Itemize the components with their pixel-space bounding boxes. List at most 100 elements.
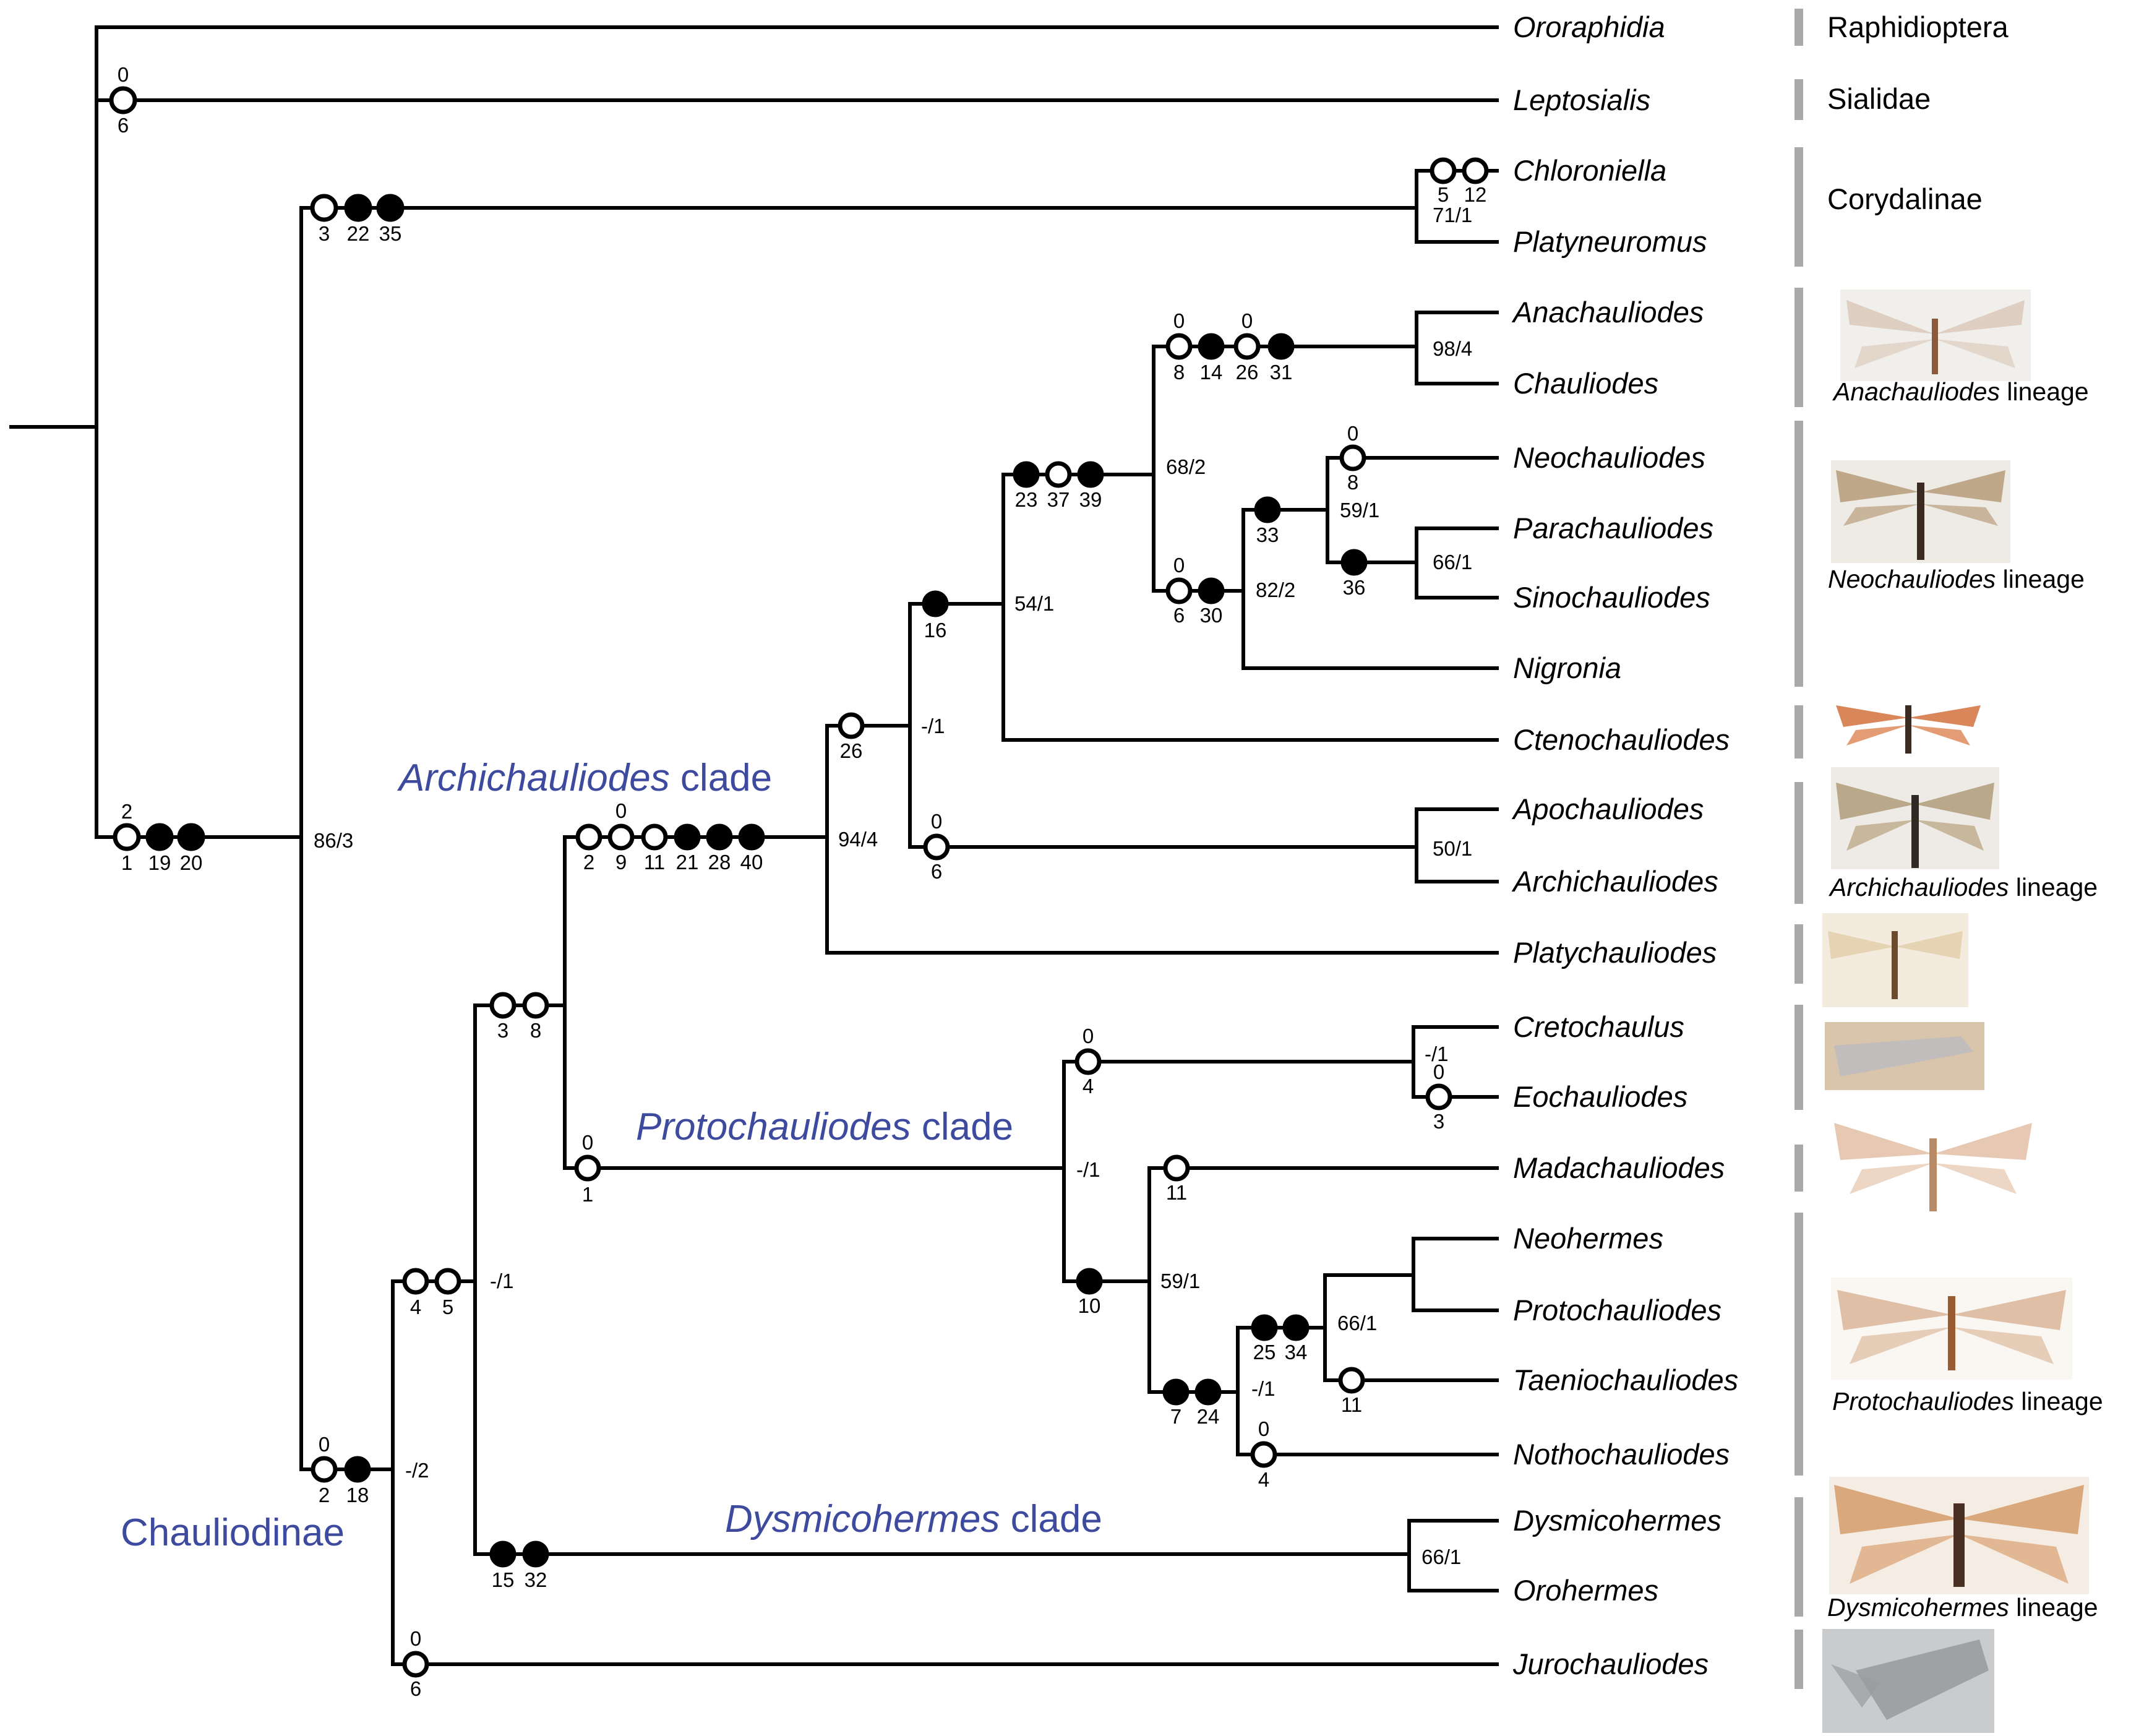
- clade-label-dysmicohermes: Dysmicohermes clade: [725, 1498, 1102, 1540]
- char-label: 25: [1253, 1341, 1276, 1364]
- support-label: 50/1: [1433, 837, 1472, 860]
- char-marker-open: [575, 823, 602, 851]
- lineage-label-dysmicohermes: Dysmicohermes lineage: [1827, 1593, 2098, 1622]
- specimen-photo-protochauliodes: [1831, 1278, 2072, 1380]
- char-marker-filled: [344, 1456, 371, 1483]
- state-label: 0: [1241, 309, 1253, 332]
- tree-branches: [9, 25, 1499, 1666]
- taxon-label: Nothochauliodes: [1513, 1438, 1730, 1471]
- group-bar: [1794, 1145, 1803, 1192]
- char-marker-open: [434, 1268, 461, 1295]
- clade-label-protochauliodes: Protochauliodes clade: [636, 1106, 1013, 1148]
- char-marker-open: [923, 833, 950, 861]
- char-marker-open: [1425, 1083, 1452, 1111]
- char-label: 4: [1083, 1075, 1094, 1098]
- specimen-photos: [1822, 290, 2089, 1733]
- taxon-label: Protochauliodes: [1513, 1294, 1722, 1326]
- group-bars: [1794, 9, 1803, 1689]
- char-marker-filled: [1076, 1268, 1103, 1295]
- support-label: 66/1: [1421, 1545, 1461, 1568]
- taxon-label: Orohermes: [1513, 1574, 1658, 1607]
- char-marker-open: [1165, 333, 1193, 360]
- state-label: 0: [410, 1627, 421, 1650]
- char-label: 35: [379, 222, 402, 245]
- support-label: 86/3: [314, 829, 353, 852]
- taxon-label: Neochauliodes: [1513, 441, 1705, 474]
- lineage-labels: Anachauliodes lineage Neochauliodes line…: [1827, 377, 2103, 1622]
- char-marker-open: [1233, 333, 1261, 360]
- support-label: -/1: [921, 715, 945, 737]
- char-label: 22: [347, 222, 370, 245]
- char-label: 39: [1079, 488, 1102, 511]
- group-bar: [1794, 705, 1803, 758]
- taxon-label: Dysmicohermes: [1513, 1504, 1722, 1537]
- state-label: 0: [1083, 1025, 1094, 1047]
- char-marker-filled: [376, 194, 405, 222]
- char-label: 9: [615, 851, 627, 874]
- lineage-label-anachauliodes: Anachauliodes lineage: [1832, 377, 2089, 406]
- char-marker-filled: [674, 823, 701, 851]
- char-label: 8: [1173, 361, 1185, 384]
- taxon-label: Cretochaulus: [1513, 1010, 1684, 1043]
- specimen-photo-dysmicohermes: [1829, 1477, 2089, 1594]
- support-label: -/2: [405, 1459, 429, 1482]
- char-label: 26: [1236, 361, 1259, 384]
- char-label: 6: [410, 1677, 421, 1700]
- char-marker-filled: [489, 1540, 517, 1568]
- char-marker-open: [1338, 1367, 1365, 1394]
- taxon-label: Apochauliodes: [1511, 793, 1704, 825]
- char-marker-open: [607, 823, 635, 851]
- support-label: 71/1: [1433, 204, 1472, 226]
- state-label: 0: [1173, 554, 1185, 577]
- char-label: 12: [1464, 183, 1487, 206]
- char-label: 32: [525, 1568, 547, 1591]
- taxon-label: Leptosialis: [1513, 84, 1650, 116]
- state-label: 0: [931, 810, 942, 833]
- taxon-label: Nigronia: [1513, 651, 1621, 684]
- taxon-label: Jurochauliodes: [1512, 1648, 1709, 1680]
- taxon-label: Platychauliodes: [1513, 936, 1717, 969]
- taxon-label: Chauliodes: [1513, 367, 1658, 400]
- char-marker-filled: [1251, 1314, 1278, 1341]
- taxon-label: Sinochauliodes: [1513, 581, 1710, 614]
- group-labels: Raphidioptera Sialidae Corydalinae: [1827, 11, 2009, 215]
- char-label: 6: [1173, 604, 1185, 627]
- char-marker-filled: [738, 823, 765, 851]
- char-label: 2: [583, 851, 594, 874]
- char-marker-open: [402, 1268, 429, 1295]
- specimen-photo-platychauliodes: [1822, 913, 1968, 1007]
- clade-labels: Archichauliodes clade Protochauliodes cl…: [121, 757, 1102, 1554]
- char-label: 34: [1285, 1341, 1308, 1364]
- state-label: 0: [615, 799, 627, 822]
- char-label: 37: [1047, 488, 1070, 511]
- char-label: 5: [442, 1296, 453, 1318]
- taxon-label: Madachauliodes: [1513, 1151, 1725, 1184]
- char-marker-filled: [1267, 333, 1295, 360]
- char-label: 1: [121, 851, 132, 874]
- group-bar: [1794, 1213, 1803, 1476]
- specimen-photo-archichauliodes: [1831, 767, 1999, 869]
- support-label: -/1: [1425, 1042, 1449, 1065]
- lineage-label-neochauliodes: Neochauliodes lineage: [1828, 565, 2085, 593]
- support-label: 66/1: [1433, 551, 1472, 574]
- specimen-photo-neochauliodes: [1831, 460, 2010, 563]
- char-label: 20: [180, 851, 203, 874]
- char-label: 3: [497, 1019, 508, 1042]
- taxon-label: Parachauliodes: [1513, 512, 1713, 544]
- taxon-label: Ctenochauliodes: [1513, 723, 1730, 756]
- char-label: 6: [931, 860, 942, 883]
- state-label: 2: [121, 800, 132, 823]
- char-marker-open: [1074, 1048, 1102, 1075]
- lineage-label-archichauliodes: Archichauliodes lineage: [1828, 873, 2098, 901]
- char-label: 7: [1170, 1405, 1181, 1428]
- char-label: 36: [1343, 576, 1366, 599]
- char-label: 21: [676, 851, 699, 874]
- char-marker-filled: [1254, 496, 1281, 523]
- specimen-photo-jurochauliodes: [1822, 1629, 1994, 1733]
- group-bar: [1794, 1005, 1803, 1110]
- group-label-sialidae: Sialidae: [1827, 82, 1931, 115]
- char-marker-open: [402, 1651, 429, 1678]
- char-label: 16: [924, 619, 947, 642]
- char-label: 10: [1078, 1294, 1101, 1317]
- taxon-labels: Ororaphidia Leptosialis Chloroniella Pla…: [1511, 11, 1738, 1680]
